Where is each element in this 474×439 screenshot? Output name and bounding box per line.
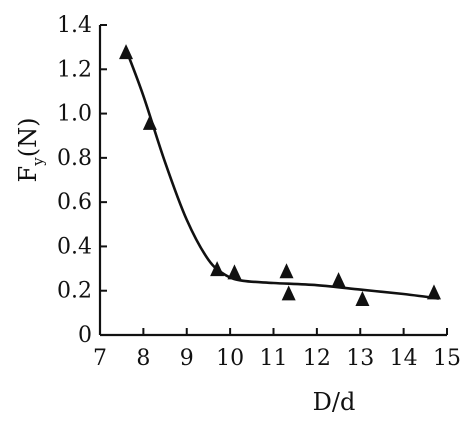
y-tick-label: 0.2 (57, 279, 92, 304)
x-tick-label: 12 (303, 346, 331, 371)
triangle-point (227, 264, 242, 280)
x-tick-label: 14 (390, 346, 418, 371)
x-tick-label: 15 (433, 346, 461, 371)
triangle-point (281, 285, 296, 301)
triangle-point (279, 263, 294, 279)
y-tick-label: 1.0 (57, 102, 92, 127)
triangle-point (426, 284, 441, 300)
y-axis-title-unit: (N) (14, 118, 42, 158)
y-tick-label: 1.4 (57, 13, 92, 38)
x-tick-label: 13 (346, 346, 374, 371)
data-points (119, 44, 441, 306)
x-tick-label: 7 (93, 346, 107, 371)
x-ticks: 7 8 9 10 11 12 13 14 15 (93, 328, 461, 371)
y-tick-label: 0.4 (57, 234, 92, 259)
x-tick-label: 8 (136, 346, 150, 371)
x-axis-title: D/d (313, 388, 356, 416)
x-tick-label: 11 (260, 346, 288, 371)
y-tick-label: 0.6 (57, 190, 92, 215)
y-ticks: 0 0.2 0.4 0.6 0.8 1.0 1.2 1.4 (57, 13, 107, 348)
y-tick-label: 0 (78, 323, 92, 348)
triangle-point (331, 272, 346, 288)
triangle-point (210, 261, 225, 277)
x-tick-label: 9 (180, 346, 194, 371)
triangle-point (119, 44, 134, 60)
y-axis-title: Fy(N) (14, 118, 47, 183)
x-tick-label: 10 (216, 346, 244, 371)
triangle-point (142, 114, 157, 130)
y-axis-title-sub: y (29, 157, 47, 167)
plot-frame (98, 25, 447, 337)
triangle-point (355, 290, 370, 306)
y-tick-label: 1.2 (57, 57, 92, 82)
fit-curve (124, 48, 440, 300)
y-axis-title-main: F (14, 166, 42, 183)
y-tick-label: 0.8 (57, 146, 92, 171)
